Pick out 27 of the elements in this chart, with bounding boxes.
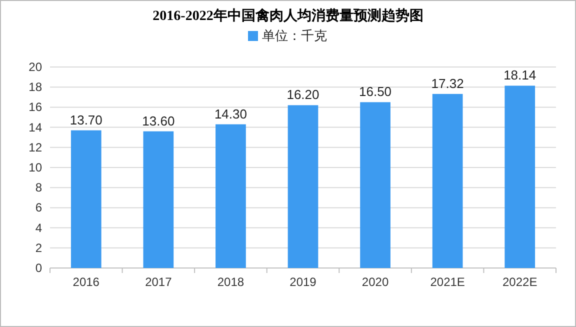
y-tick-label: 20 xyxy=(28,60,42,74)
x-tick-label: 2021E xyxy=(430,275,465,289)
text: 16.20 xyxy=(286,87,320,102)
x-tick-label: 2017 xyxy=(145,275,172,289)
y-tick-label: 16 xyxy=(28,100,42,114)
x-tick-label: 2022E xyxy=(502,275,538,289)
y-tick-label: 0 xyxy=(35,261,42,275)
text: 18.14 xyxy=(504,68,536,83)
y-tick-label: 2 xyxy=(35,240,42,255)
y-tick-label: 4 xyxy=(35,220,42,235)
y-tick-label: 14 xyxy=(28,120,42,134)
text: 13.70 xyxy=(70,112,102,128)
text: 16.50 xyxy=(359,84,392,100)
text: 17.32 xyxy=(431,76,464,91)
x-tick-label: 2019 xyxy=(290,275,317,289)
text: 14.30 xyxy=(214,106,247,122)
chart-title: 2016-2022年中国禽肉人均消费量预测趋势图 xyxy=(152,8,424,24)
x-tick-label: 2020 xyxy=(362,275,389,289)
y-tick-label: 12 xyxy=(28,140,42,154)
text: 13.60 xyxy=(142,113,175,128)
legend-label: 单位：千克 xyxy=(262,28,327,43)
y-tick-label: 10 xyxy=(28,160,42,174)
y-tick-label: 18 xyxy=(28,80,42,94)
x-tick-label: 2016 xyxy=(72,275,100,289)
y-tick-label: 6 xyxy=(35,200,42,215)
x-tick-label: 2018 xyxy=(217,275,244,289)
y-tick-label: 8 xyxy=(35,180,42,195)
